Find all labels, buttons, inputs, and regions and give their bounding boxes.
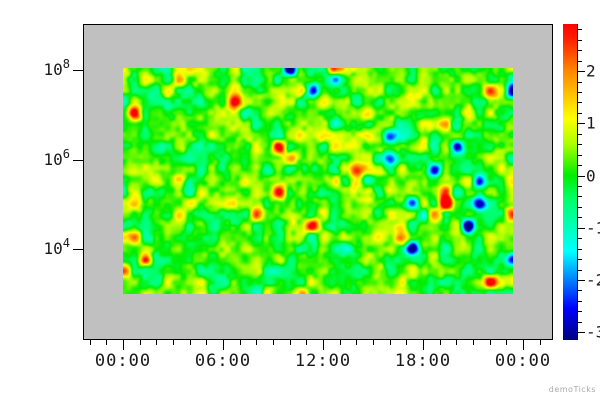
x-minor-tick (256, 340, 258, 345)
colorbar-minor-tick (578, 300, 582, 302)
x-major-tick (423, 340, 424, 350)
x-tick-label: 00:00 (494, 351, 552, 371)
x-minor-tick (539, 340, 541, 345)
colorbar-tick-label: 1 (586, 113, 596, 133)
colorbar-minor-tick (578, 217, 582, 219)
x-tick-label: 12:00 (294, 351, 352, 371)
colorbar-minor-tick (578, 91, 582, 93)
x-minor-tick (206, 340, 208, 345)
y-tick-label: 106 (43, 147, 71, 170)
colorbar-major-tick (578, 175, 585, 177)
colorbar-minor-tick (578, 112, 582, 114)
colorbar-minor-tick (578, 39, 582, 41)
x-minor-tick (456, 340, 458, 345)
colorbar-minor-tick (578, 185, 582, 187)
x-minor-tick (289, 340, 291, 345)
colorbar-minor-tick (578, 290, 582, 292)
x-minor-tick (356, 340, 358, 345)
x-tick-label: 06:00 (194, 351, 252, 371)
colorbar-minor-tick (578, 248, 582, 250)
colorbar-major-tick (578, 279, 585, 281)
colorbar-minor-tick (578, 206, 582, 208)
colorbar-minor-tick (578, 144, 582, 146)
x-minor-tick (173, 340, 174, 345)
x-minor-tick (406, 340, 408, 345)
watermark-label: demoTicks (548, 385, 596, 394)
x-minor-tick (389, 340, 391, 345)
y-major-tick (73, 160, 83, 161)
x-major-tick (223, 340, 224, 350)
colorbar-minor-tick (578, 196, 582, 198)
x-minor-tick (273, 340, 274, 345)
y-tick-label: 104 (43, 236, 71, 259)
colorbar-gradient (563, 24, 578, 340)
colorbar-major-tick (578, 227, 585, 229)
colorbar-minor-tick (578, 50, 582, 52)
x-minor-tick (439, 340, 441, 345)
x-major-tick (123, 340, 124, 350)
colorbar-major-tick (578, 332, 585, 334)
colorbar-tick-label: -3 (586, 322, 600, 342)
x-major-tick (523, 340, 524, 350)
x-minor-tick (156, 340, 158, 345)
colorbar-minor-tick (578, 165, 582, 166)
colorbar-minor-tick (578, 60, 582, 62)
x-major-tick (323, 340, 324, 350)
colorbar-tick-label: -2 (586, 270, 600, 290)
colorbar-minor-tick (578, 269, 582, 271)
colorbar-minor-tick (578, 238, 582, 240)
x-minor-tick (306, 340, 308, 345)
y-major-tick (73, 249, 83, 250)
y-tick-exponent: 6 (62, 147, 70, 162)
colorbar-minor-tick (578, 259, 582, 260)
x-minor-tick (489, 340, 491, 345)
x-minor-tick (373, 340, 374, 345)
colorbar-minor-tick (578, 154, 582, 156)
y-tick-label: 108 (43, 57, 71, 80)
x-minor-tick (239, 340, 241, 345)
y-tick-exponent: 4 (62, 236, 70, 251)
colorbar-minor-tick (578, 133, 582, 135)
x-tick-label: 18:00 (394, 351, 452, 371)
colorbar-tick-label: 0 (586, 166, 596, 185)
x-minor-tick (473, 340, 474, 345)
heatmap-canvas (123, 68, 513, 294)
x-minor-tick (89, 340, 91, 345)
y-major-tick (73, 70, 83, 71)
x-minor-tick (506, 340, 508, 345)
y-tick-exponent: 8 (62, 57, 70, 72)
colorbar-minor-tick (578, 311, 582, 313)
colorbar-minor-tick (578, 29, 582, 31)
colorbar-major-tick (578, 71, 585, 72)
x-tick-label: 00:00 (94, 351, 152, 371)
x-minor-tick (189, 340, 191, 345)
colorbar-tick-label: -1 (586, 218, 600, 238)
colorbar-tick-label: 2 (586, 61, 596, 81)
colorbar-minor-tick (578, 81, 582, 83)
colorbar-major-tick (578, 123, 585, 125)
x-minor-tick (106, 340, 108, 345)
colorbar-minor-tick (578, 321, 582, 323)
x-minor-tick (139, 340, 141, 345)
x-minor-tick (339, 340, 341, 345)
colorbar-minor-tick (578, 102, 582, 104)
